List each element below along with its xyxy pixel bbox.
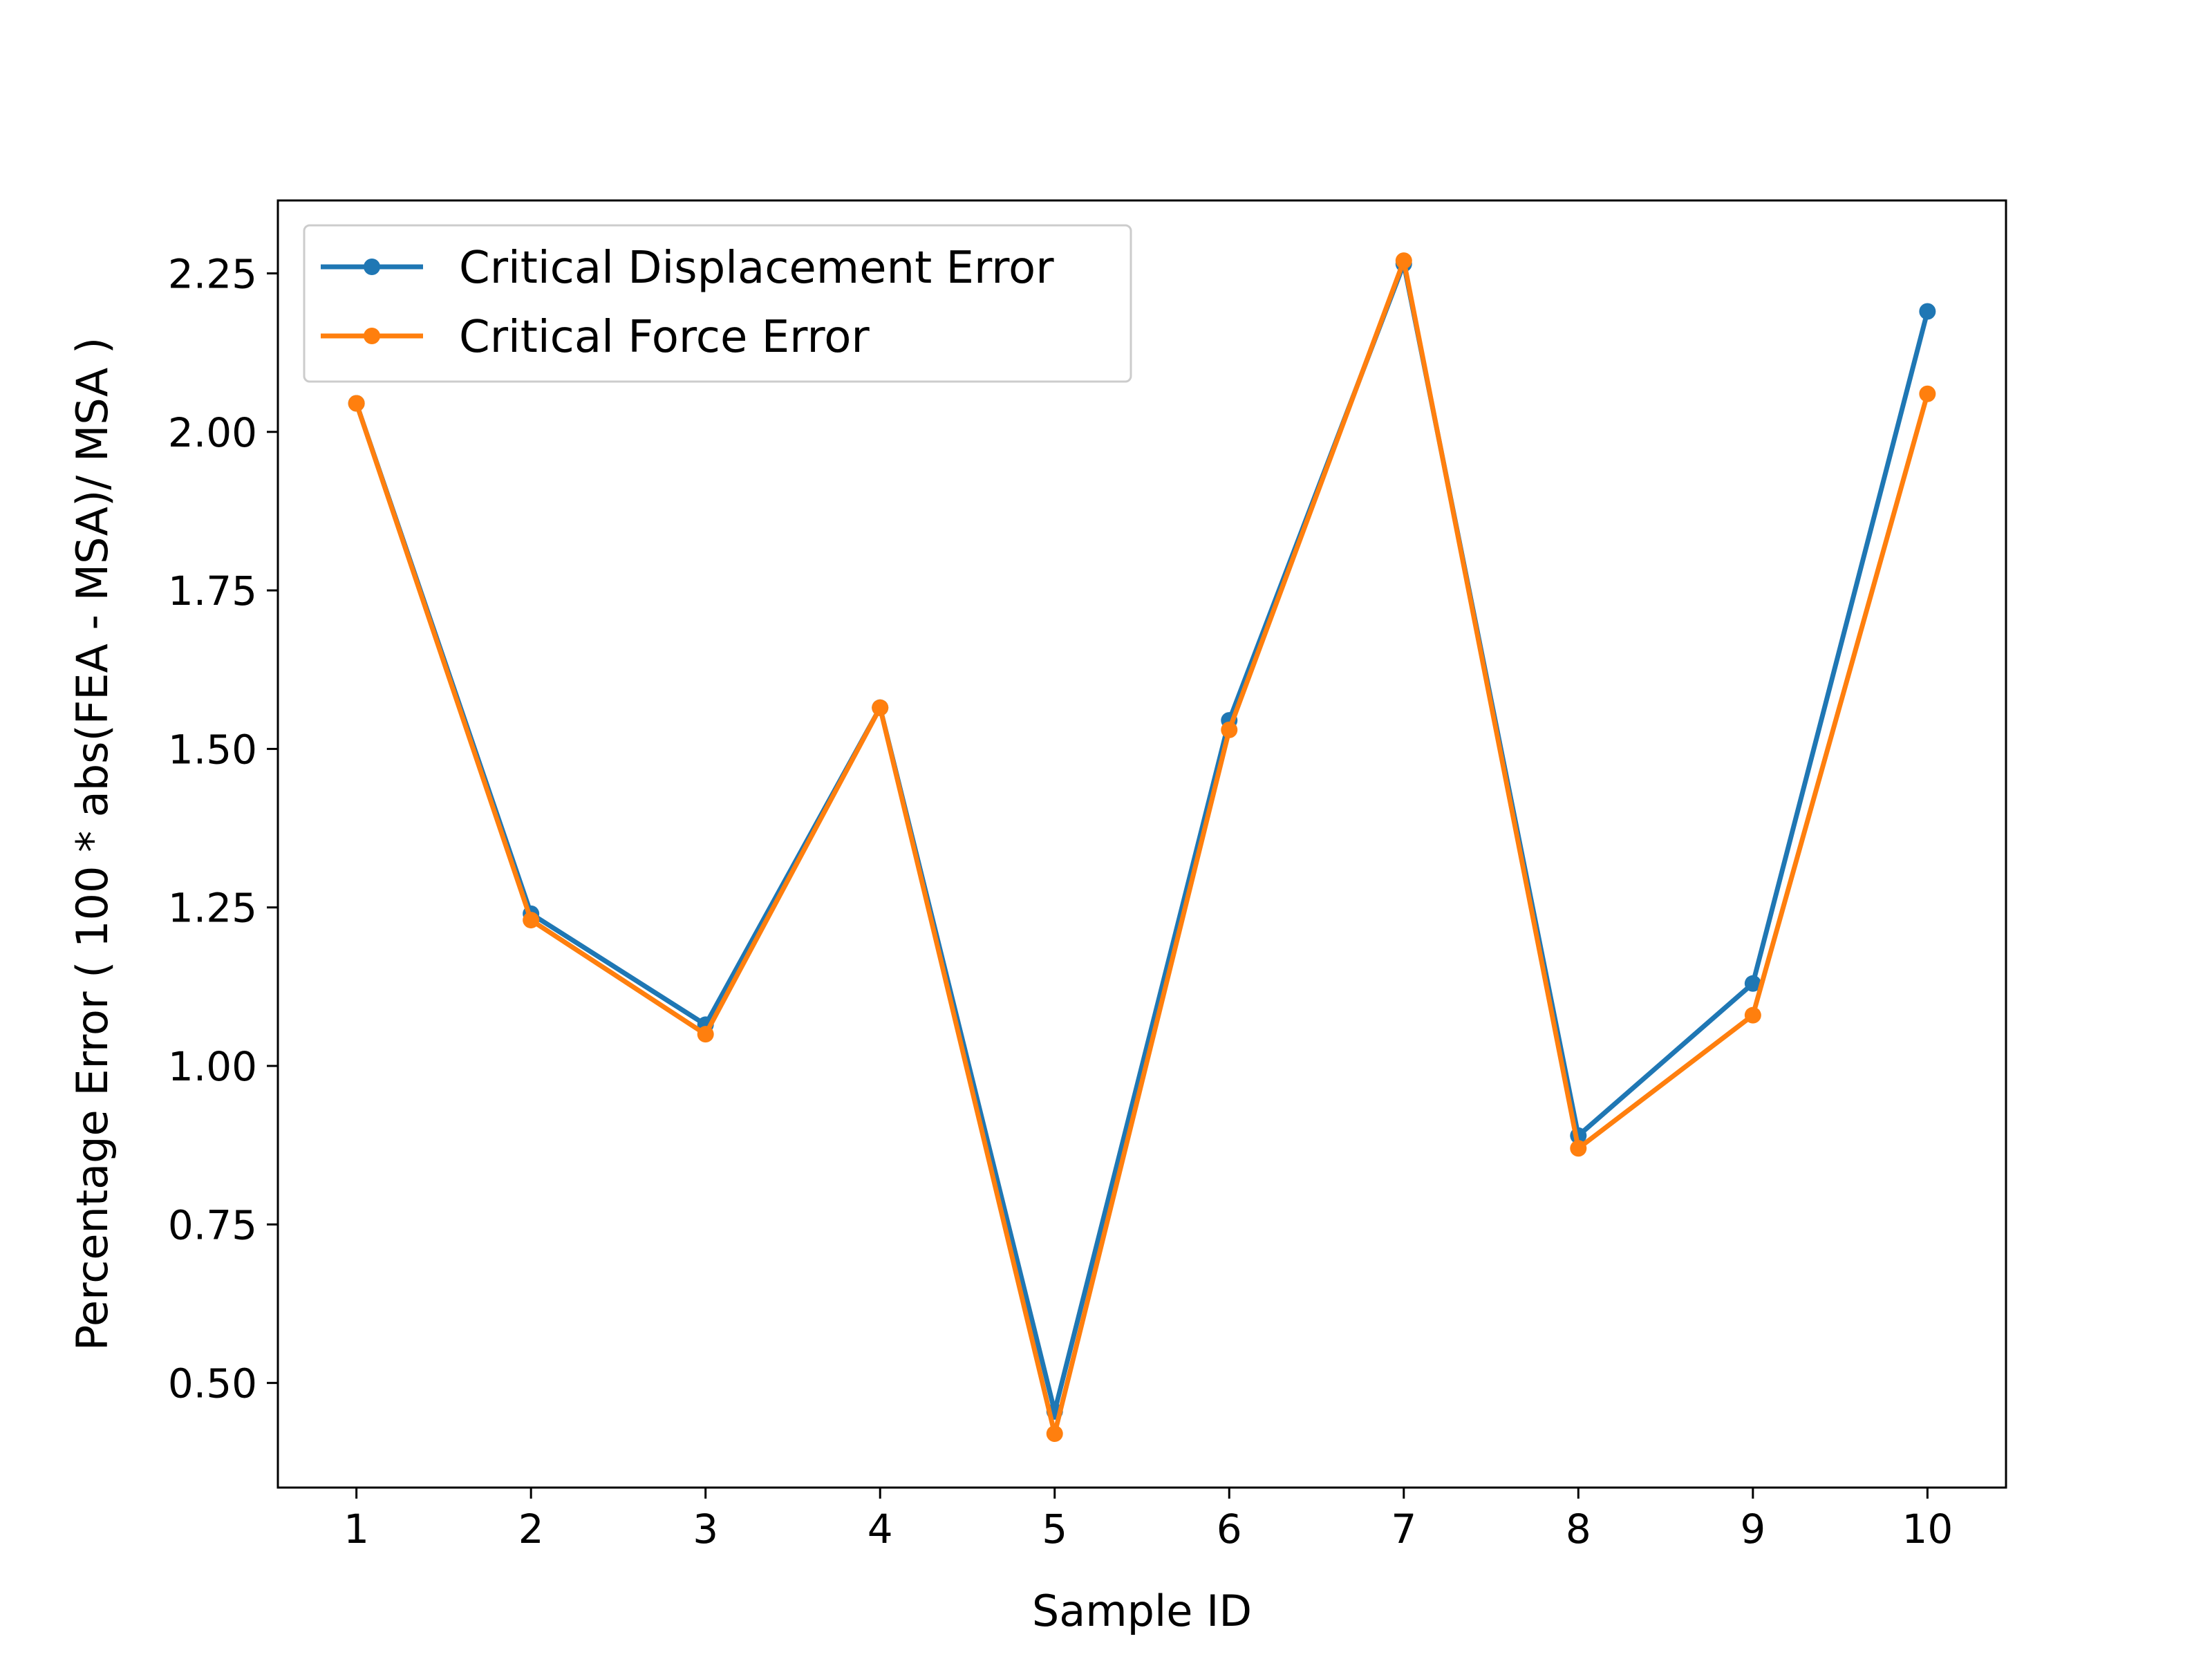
legend-label-1: Critical Displacement Error <box>459 243 1054 294</box>
x-tick-label: 9 <box>1740 1506 1765 1553</box>
series-1-point <box>1744 975 1761 992</box>
series-2-point <box>872 699 889 716</box>
series-1-point <box>1919 303 1936 320</box>
x-axis-title: Sample ID <box>1032 1586 1252 1636</box>
series-2-point <box>697 1026 714 1043</box>
series-2-point <box>523 912 540 929</box>
y-axis-title: Percentage Error ( 100 * abs(FEA - MSA)/… <box>67 337 118 1351</box>
x-tick-label: 10 <box>1902 1506 1953 1553</box>
legend-frame <box>303 224 1132 383</box>
y-tick-label: 0.75 <box>168 1201 257 1248</box>
x-tick-label: 5 <box>1042 1506 1067 1553</box>
y-tick-label: 2.25 <box>168 250 257 297</box>
y-axis: 0.50 0.75 1.00 1.25 1.50 1.75 2.00 2.25 <box>168 250 278 1407</box>
series-2-point <box>1395 252 1412 270</box>
legend-label-2: Critical Force Error <box>459 312 870 363</box>
x-tick-label: 4 <box>868 1506 893 1553</box>
y-tick-label: 0.50 <box>168 1360 257 1407</box>
x-tick-label: 8 <box>1566 1506 1591 1553</box>
series-2-point <box>1046 1425 1063 1443</box>
y-tick-label: 1.75 <box>168 568 257 615</box>
y-tick-label: 1.00 <box>168 1043 257 1090</box>
x-tick-label: 2 <box>518 1506 544 1553</box>
series-layer <box>348 252 1936 1443</box>
series-2-point <box>1221 721 1238 738</box>
plot-frame <box>276 199 2007 1489</box>
series-2-point <box>1570 1140 1587 1157</box>
x-tick-label: 7 <box>1391 1506 1416 1553</box>
series-2-point <box>1744 1006 1761 1024</box>
legend-marker-1 <box>364 259 380 275</box>
x-axis: 1 2 3 4 5 6 7 8 9 10 <box>344 1488 1953 1553</box>
legend-marker-2 <box>364 328 380 344</box>
x-tick-label: 6 <box>1217 1506 1242 1553</box>
x-tick-label: 1 <box>344 1506 369 1553</box>
y-tick-label: 1.50 <box>168 726 257 773</box>
series-line-1 <box>353 261 1931 1414</box>
x-tick-label: 3 <box>693 1506 718 1553</box>
y-tick-label: 2.00 <box>168 409 257 456</box>
series-2-point <box>1919 385 1936 402</box>
y-tick-label: 1.25 <box>168 885 257 932</box>
series-line-2 <box>353 258 1931 1436</box>
legend: Critical Displacement Error Critical Forc… <box>303 224 1132 383</box>
series-2-point <box>348 395 365 412</box>
